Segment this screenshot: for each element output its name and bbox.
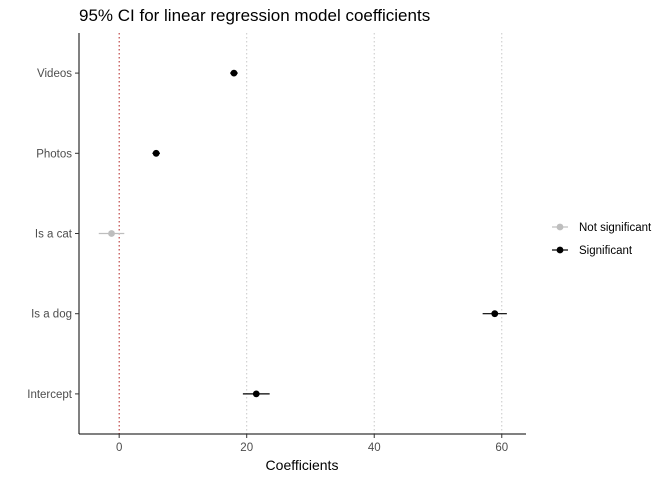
x-tick-label: 20	[240, 442, 253, 454]
x-tick-label: 0	[116, 442, 122, 454]
point-intercept	[252, 390, 260, 398]
y-tick-label: Is a dog	[31, 309, 72, 321]
x-tick-labels: 0 20 40 60	[116, 442, 508, 454]
point-is-a-dog	[491, 310, 499, 318]
legend-key-point	[556, 223, 564, 231]
gridlines	[246, 33, 503, 434]
y-tick-label: Is a cat	[35, 229, 73, 241]
legend: Not significant Significant	[552, 222, 652, 257]
point-videos	[230, 69, 238, 77]
y-tick-label: Videos	[37, 68, 72, 80]
legend-key-point	[556, 246, 564, 254]
legend-label: Not significant	[579, 222, 652, 234]
x-axis-title: Coefficients	[266, 457, 339, 473]
y-tick-label: Intercept	[27, 389, 73, 401]
point-is-a-cat	[108, 230, 115, 237]
x-tick-label: 40	[368, 442, 381, 454]
axes	[75, 33, 526, 438]
legend-label: Significant	[579, 245, 633, 257]
y-tick-label: Photos	[36, 148, 72, 160]
x-tick-label: 60	[495, 442, 508, 454]
y-tick-labels: Videos Photos Is a cat Is a dog Intercept	[27, 68, 73, 401]
point-photos	[152, 149, 160, 157]
data-points	[98, 69, 507, 398]
chart-title: 95% CI for linear regression model coeff…	[79, 6, 431, 25]
